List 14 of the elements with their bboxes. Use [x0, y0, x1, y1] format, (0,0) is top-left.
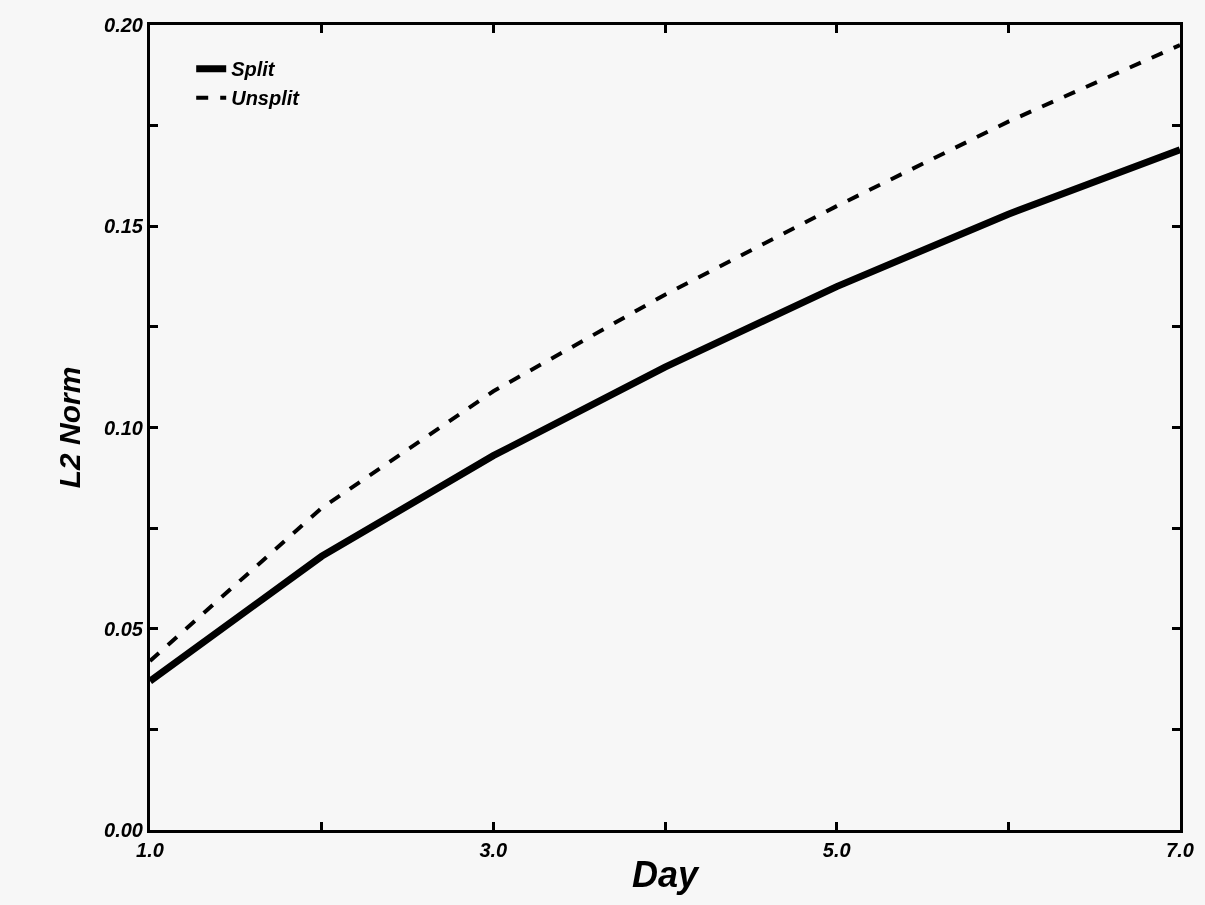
- y-tick-label: 0.15: [104, 215, 144, 238]
- x-tick-label: 7.0: [1166, 839, 1194, 861]
- y-tick-label: 0.10: [104, 416, 143, 439]
- y-tick-label: 0.05: [104, 617, 144, 640]
- y-axis-title: L2 Norm: [53, 366, 87, 489]
- y-tick-label: 0.20: [104, 14, 143, 36]
- x-tick-label: 5.0: [822, 839, 851, 861]
- legend-label: Unsplit: [231, 87, 301, 110]
- x-tick-label: 3.0: [479, 839, 508, 861]
- line-series: [150, 43, 1180, 663]
- legend-label: Split: [231, 58, 276, 81]
- x-tick-label: 1.0: [136, 839, 164, 861]
- x-axis-title: Day: [631, 853, 700, 895]
- y-tick-label: 0.00: [104, 819, 143, 841]
